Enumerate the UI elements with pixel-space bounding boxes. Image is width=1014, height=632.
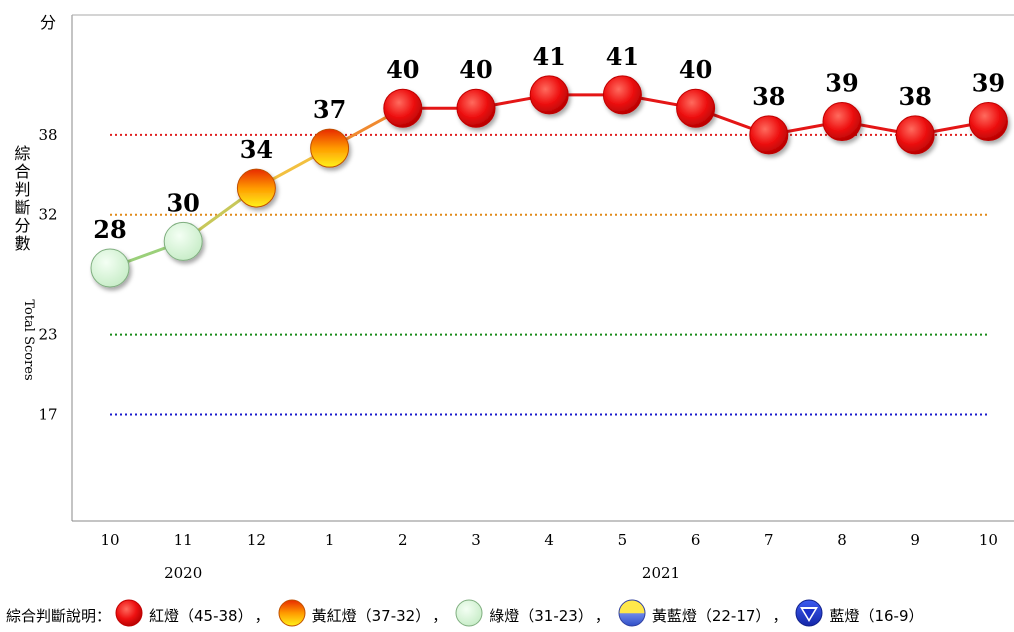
data-point-red	[895, 115, 935, 155]
legend: 綜合判斷說明： 紅燈（45-38），黃紅燈（37-32），綠燈（31-23），黃…	[6, 598, 924, 632]
x-tick-label: 10	[979, 531, 998, 549]
y-tick-labels: 17 23 32 38	[38, 126, 57, 424]
legend-title: 綜合判斷說明：	[6, 606, 112, 625]
data-label: 39	[972, 69, 1005, 98]
legend-separator: ，	[772, 606, 788, 625]
y-tick-label: 38	[38, 126, 57, 144]
legend-label: 紅燈（45-38）	[149, 606, 253, 625]
plot-frame	[71, 14, 1014, 522]
yellow-blue-light-icon	[614, 598, 650, 632]
data-point-red	[602, 75, 642, 115]
legend-item-blue: 藍燈（16-9）	[791, 598, 924, 632]
x-tick-label: 2	[398, 531, 408, 549]
x-tick-label: 9	[910, 531, 920, 549]
data-point-yellow-red	[236, 168, 276, 208]
y-unit-label: 分	[40, 13, 56, 32]
green-light-icon	[451, 598, 487, 632]
series-markers	[90, 75, 1008, 288]
data-point-red	[968, 102, 1008, 142]
threshold-lines	[110, 133, 990, 416]
legend-label: 黃藍燈（22-17）	[651, 606, 771, 625]
year-label: 2021	[642, 564, 680, 582]
legend-label: 綠燈（31-23）	[489, 606, 593, 625]
data-label: 39	[825, 69, 858, 98]
x-tick-label: 1	[325, 531, 335, 549]
legend-separator: ，	[432, 606, 448, 625]
x-tick-label: 8	[837, 531, 847, 549]
data-point-red	[456, 88, 496, 128]
legend-separator: ，	[254, 606, 270, 625]
data-point-red	[676, 88, 716, 128]
red-light-icon	[111, 598, 147, 632]
y-tick-label: 32	[38, 206, 57, 224]
data-label: 41	[532, 42, 565, 71]
data-label: 38	[752, 82, 785, 111]
y-axis-title-en: Total Scores	[21, 299, 36, 380]
data-label: 41	[606, 42, 639, 71]
x-tick-label: 6	[691, 531, 701, 549]
legend-item-green: 綠燈（31-23），	[451, 598, 614, 632]
data-label: 30	[166, 188, 199, 217]
x-tick-label: 12	[247, 531, 266, 549]
legend-item-red: 紅燈（45-38），	[111, 598, 274, 632]
data-point-green	[90, 248, 130, 288]
data-labels: 28 30 34 37 40 40 41 41 40 38 39 38 39	[93, 42, 1005, 244]
blue-light-icon	[791, 598, 827, 632]
x-tick-label: 5	[618, 531, 628, 549]
x-tick-labels: 10 11 12 1 2 3 4 5 6 7 8 9 10	[100, 531, 997, 549]
year-label: 2020	[164, 564, 202, 582]
data-point-yellow-red	[310, 128, 350, 168]
y-tick-label: 23	[38, 326, 57, 344]
yellow-red-light-icon	[274, 598, 310, 632]
data-point-red	[383, 88, 423, 128]
data-label: 40	[386, 55, 419, 84]
legend-separator: ，	[594, 606, 610, 625]
data-point-red	[822, 102, 862, 142]
data-label: 38	[898, 82, 931, 111]
x-tick-label: 4	[544, 531, 554, 549]
y-axis-title-zh: 綜合判斷分數	[12, 145, 31, 253]
legend-label: 藍燈（16-9）	[829, 606, 924, 625]
y-tick-label: 17	[38, 405, 57, 423]
data-label: 34	[240, 135, 273, 164]
year-labels: 2020 2021	[164, 564, 680, 582]
x-tick-label: 3	[471, 531, 481, 549]
data-label: 28	[93, 215, 126, 244]
x-tick-label: 7	[764, 531, 774, 549]
x-tick-label: 11	[174, 531, 193, 549]
data-point-green	[163, 221, 203, 261]
data-label: 40	[679, 55, 712, 84]
data-point-red	[529, 75, 569, 115]
x-tick-label: 10	[100, 531, 119, 549]
data-point-red	[749, 115, 789, 155]
legend-item-yellow-blue: 黃藍燈（22-17），	[614, 598, 792, 632]
data-label: 37	[313, 95, 346, 124]
legend-label: 黃紅燈（37-32）	[311, 606, 431, 625]
legend-item-yellow-red: 黃紅燈（37-32），	[274, 598, 452, 632]
data-label: 40	[459, 55, 492, 84]
